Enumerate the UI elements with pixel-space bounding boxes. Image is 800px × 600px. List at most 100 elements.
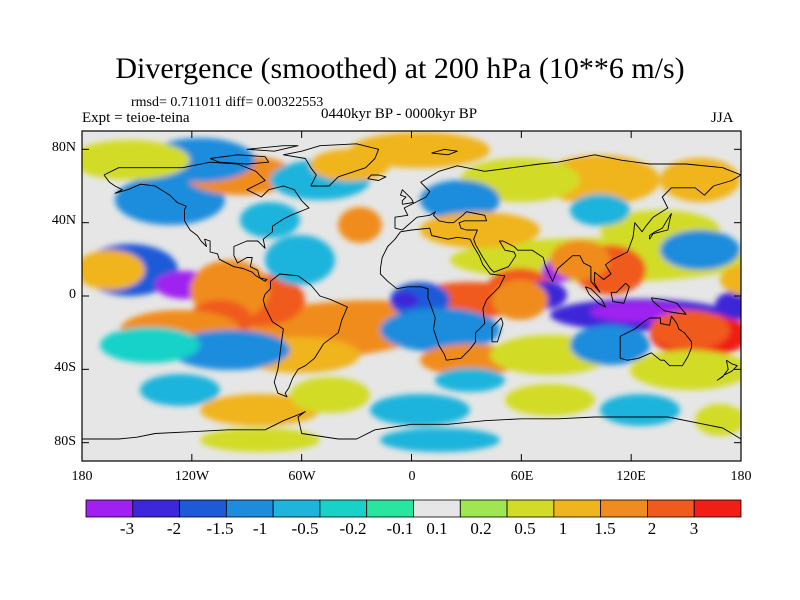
colorbar-label: 1 <box>558 519 568 538</box>
field-blob <box>540 155 660 205</box>
field-blob <box>630 350 741 390</box>
field-blob <box>600 394 680 426</box>
coastline <box>584 286 606 308</box>
coastlines <box>82 143 741 440</box>
field-blob <box>715 290 741 320</box>
stats-text: rmsd= 0.711011 diff= 0.00322553 <box>131 95 324 110</box>
coastline <box>619 315 693 367</box>
x-label-180w: 180 <box>71 469 93 484</box>
coastline <box>394 154 741 293</box>
coastline <box>650 297 687 315</box>
season-label: JJA <box>711 110 734 126</box>
field-blob <box>240 202 300 238</box>
field-blob <box>100 327 200 363</box>
field-blob <box>492 280 548 320</box>
field-blob <box>570 325 650 365</box>
field-blob <box>505 384 595 416</box>
field-blob <box>200 428 320 452</box>
x-label-180e: 180 <box>730 469 752 484</box>
colorbar-box <box>272 499 321 518</box>
y-label-0: 0 <box>69 287 76 302</box>
x-label-0: 0 <box>408 469 416 484</box>
coastline <box>103 161 310 282</box>
x-label-120e: 120E <box>616 469 646 484</box>
coastline <box>610 282 630 304</box>
coastline <box>367 174 387 181</box>
field-blob <box>310 149 390 181</box>
coastline <box>649 213 672 240</box>
coastline <box>282 143 380 187</box>
colorbar-label: 0.5 <box>514 519 536 538</box>
colorbar-box <box>179 499 227 518</box>
coastline <box>246 145 299 152</box>
colorbar-label: 1.5 <box>594 519 616 538</box>
coastline <box>716 359 738 381</box>
colorbar-box <box>85 499 134 518</box>
colorbar-label: -0.5 <box>291 519 319 538</box>
colorbar-label: -3 <box>119 519 135 538</box>
field-blob <box>82 140 190 180</box>
field-blob <box>82 250 145 290</box>
x-label-60e: 60E <box>510 469 534 484</box>
field-blob <box>660 158 740 202</box>
field-blob <box>370 394 470 426</box>
colorbar-label: -2 <box>166 519 182 538</box>
coastline <box>262 273 348 398</box>
colorbar-label: -0.2 <box>339 519 367 538</box>
y-label-40s: 40S <box>54 360 76 375</box>
field-blob <box>380 308 500 352</box>
field-blob <box>140 374 220 406</box>
coastline <box>491 317 504 343</box>
colorbar-label: 0.2 <box>470 519 492 538</box>
field-blob <box>550 240 610 280</box>
divergence-field <box>82 132 741 452</box>
colorbar-box <box>553 499 602 518</box>
experiment-label: Expt = teioe-teina <box>82 110 190 126</box>
field-blob <box>570 194 630 226</box>
y-label-80n: 80N <box>51 140 76 155</box>
coastline <box>431 148 458 156</box>
colorbar-label: -1.5 <box>206 519 234 538</box>
field-blob <box>660 230 740 270</box>
colorbar-label: -1 <box>252 519 268 538</box>
colorbar-box <box>413 499 461 518</box>
chart-title: Divergence (smoothed) at 200 hPa (10**6 … <box>115 52 685 85</box>
field-blob <box>435 368 505 392</box>
field-blob <box>650 310 730 350</box>
colorbar-box <box>132 499 180 518</box>
field-blob <box>265 235 335 285</box>
coastline <box>400 189 414 205</box>
field-blob <box>391 292 419 308</box>
field-blob <box>290 377 370 413</box>
x-label-60w: 60W <box>288 469 316 484</box>
colorbar-box <box>506 499 555 518</box>
field-blob <box>170 330 290 370</box>
colorbar <box>85 499 742 518</box>
field-blob <box>720 264 741 296</box>
coastline <box>209 154 270 165</box>
y-label-40n: 40N <box>51 213 76 228</box>
field-blob <box>380 428 500 452</box>
field-blob <box>695 404 741 436</box>
field-blob <box>338 207 382 243</box>
colorbar-box <box>366 499 414 518</box>
axis-ticks <box>81 131 742 461</box>
field-blob <box>420 212 540 248</box>
colorbar-box <box>319 499 368 518</box>
colorbar-label: 2 <box>647 519 657 538</box>
colorbar-label: 0.1 <box>426 519 448 538</box>
y-label-80s: 80S <box>54 434 76 449</box>
colorbar-box <box>600 499 648 518</box>
colorbar-label: 3 <box>689 519 699 538</box>
coastline <box>379 227 506 361</box>
colorbar-label: -0.1 <box>386 519 414 538</box>
colorbar-box <box>693 499 742 518</box>
colorbar-box <box>459 499 508 518</box>
colorbar-box <box>225 499 274 518</box>
coastline <box>82 411 741 440</box>
period-label: 0440kyr BP - 0000kyr BP <box>321 106 478 122</box>
field-blob <box>420 180 500 220</box>
colorbar-box <box>647 499 695 518</box>
x-label-120w: 120W <box>174 469 210 484</box>
